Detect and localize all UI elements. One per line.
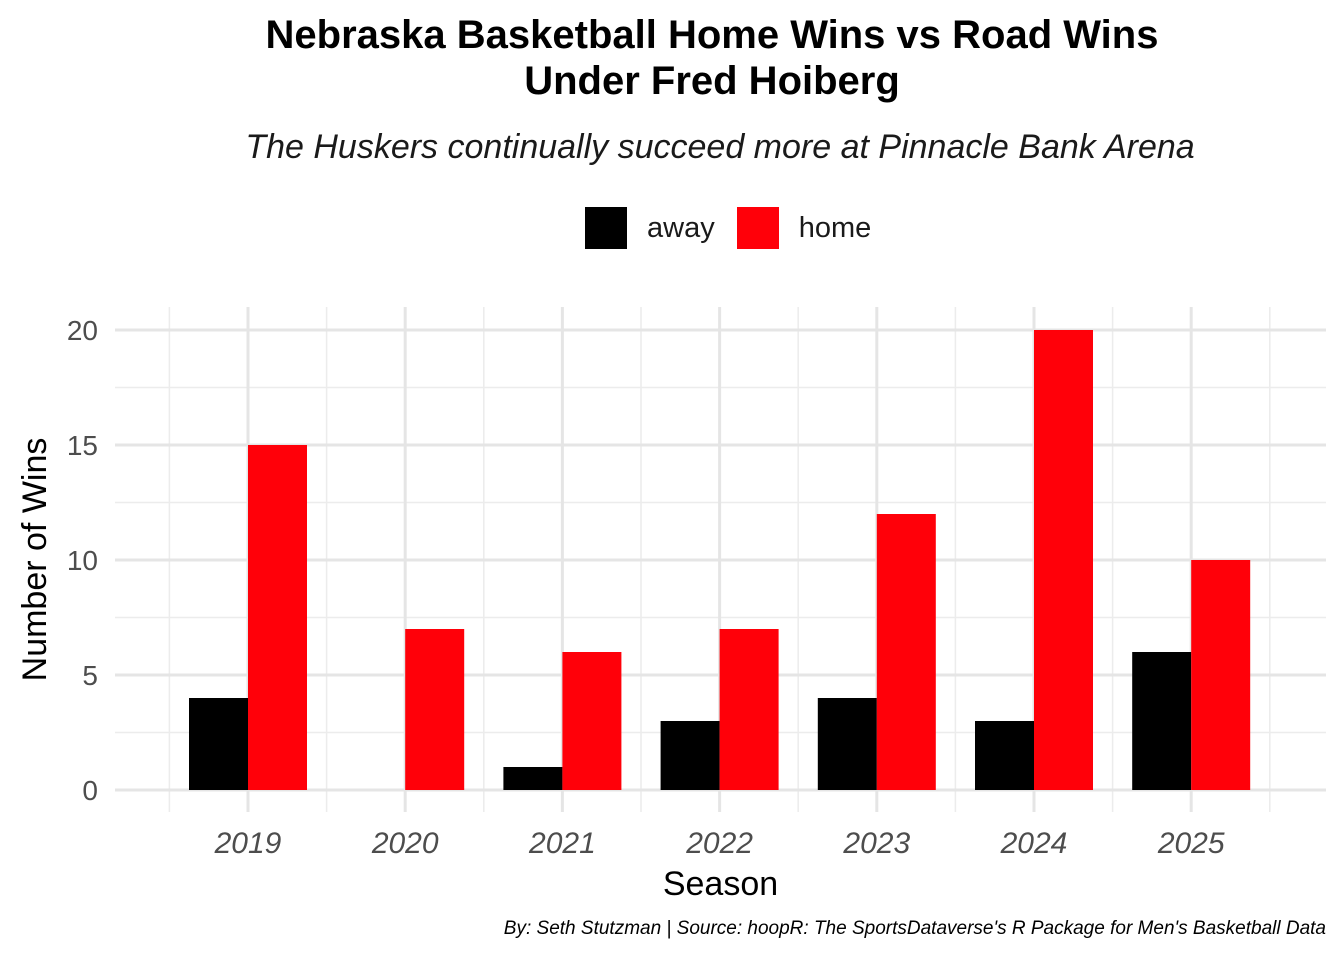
chart-subtitle: The Huskers continually succeed more at …: [245, 128, 1195, 166]
x-tick-label: 2023: [842, 827, 910, 860]
legend-label-home: home: [798, 211, 872, 244]
bar-home-2025: [1191, 560, 1251, 790]
y-tick-label: 5: [82, 660, 98, 691]
legend: away home: [585, 207, 893, 249]
x-axis-title: Season: [663, 865, 778, 903]
bar-away-2019: [189, 698, 248, 790]
y-tick-label: 10: [67, 545, 98, 576]
bar-away-2023: [817, 698, 877, 790]
bar-home-2019: [248, 445, 307, 790]
y-axis-title: Number of Wins: [16, 438, 54, 682]
bar-home-2021: [562, 652, 622, 790]
bar-home-2023: [876, 514, 936, 790]
chart-caption: By: Seth Stutzman | Source: hoopR: The S…: [503, 918, 1326, 939]
bar-home-2022: [719, 629, 779, 790]
legend-item-away: away: [585, 207, 715, 249]
chart-title: Nebraska Basketball Home Wins vs Road Wi…: [265, 13, 1159, 103]
bar-home-2020: [405, 629, 465, 790]
y-tick-label: 20: [67, 315, 98, 346]
bar-away-2024: [975, 721, 1034, 790]
x-tick-label: 2020: [371, 827, 439, 860]
legend-swatch-home: [736, 207, 779, 249]
legend-item-home: home: [736, 207, 872, 249]
legend-label-away: away: [647, 211, 715, 244]
y-tick-label: 0: [82, 775, 98, 806]
x-tick-label: 2019: [214, 827, 282, 860]
y-tick-label: 15: [67, 430, 98, 461]
bar-away-2025: [1132, 652, 1192, 790]
bar-away-2022: [660, 721, 720, 790]
legend-swatch-away: [585, 207, 627, 249]
x-tick-label: 2022: [685, 827, 753, 860]
x-tick-label: 2025: [1157, 827, 1225, 860]
x-tick-label: 2024: [1000, 827, 1068, 860]
bar-away-2021: [503, 767, 563, 790]
x-tick-label: 2021: [528, 827, 596, 860]
bar-home-2024: [1034, 330, 1093, 790]
